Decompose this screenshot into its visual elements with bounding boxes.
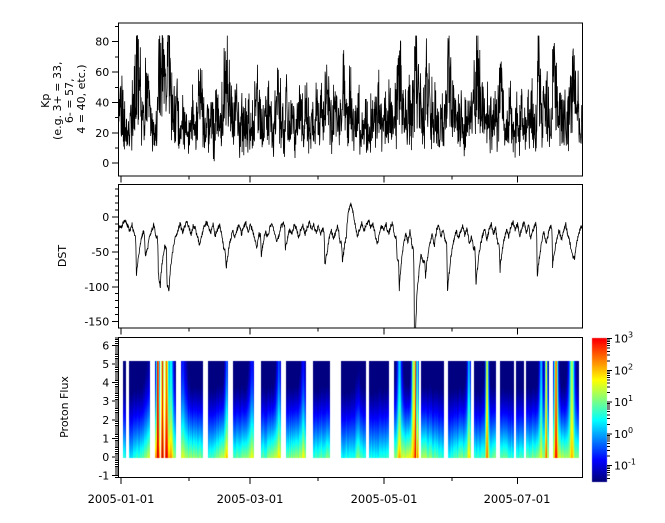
x-tick-label-may: 2005-05-01 — [351, 492, 418, 506]
y-tick-label: 40 — [95, 96, 109, 109]
colorbar-tick-text: 10 — [614, 396, 628, 409]
colorbar-tick-text: -1 — [628, 458, 636, 467]
kp-ylabel-line-3: 6- = 57, — [63, 78, 76, 123]
colorbar-tick-label: 101 — [614, 394, 633, 409]
colorbar-tick-text: 1 — [628, 394, 633, 403]
kp-ylabel-line-1: Kp — [39, 94, 52, 108]
colorbar-tick-text: 10 — [614, 460, 628, 473]
y-tick-label: 0 — [102, 451, 109, 464]
y-tick-label: 2 — [102, 414, 109, 427]
colorbar-tick-label: 10-1 — [614, 458, 636, 473]
y-tick-label: 1 — [102, 432, 109, 445]
y-tick-label: 80 — [95, 36, 109, 49]
x-tick-label-jul: 2005-07-01 — [484, 492, 551, 506]
y-tick-label: -100 — [84, 281, 109, 294]
colorbar-tick-text: 2 — [628, 362, 633, 371]
y-tick-label: 5 — [102, 358, 109, 371]
colorbar-tick-text: 10 — [614, 333, 628, 346]
y-tick-label: 3 — [102, 395, 109, 408]
kp-ylabel-line-4: 4 = 40, etc.) — [75, 64, 88, 133]
y-tick-label: 0 — [102, 211, 109, 224]
dst-series-path — [118, 202, 583, 328]
colorbar-tick-label: 100 — [614, 426, 633, 441]
colorbar-tick-label: 103 — [614, 331, 633, 346]
y-tick-label: -1 — [98, 470, 109, 483]
y-tick-label: 4 — [102, 377, 109, 390]
y-tick-label: -150 — [84, 316, 109, 329]
generated-axes-and-series: 0204060800-50-100-150-101234561031021011… — [84, 22, 636, 484]
colorbar-tick-text: 10 — [614, 428, 628, 441]
colorbar-tick-text: 0 — [628, 426, 633, 435]
y-tick-label: 20 — [95, 127, 109, 140]
flux-ylabel: Proton Flux — [58, 376, 71, 438]
dst-panel-frame — [117, 183, 584, 329]
flux-panel-frame — [117, 337, 584, 478]
colorbar-tick-label: 102 — [614, 362, 633, 377]
y-tick-label: 0 — [102, 157, 109, 170]
x-tick-label-jan: 2005-01-01 — [88, 492, 155, 506]
kp-ylabel: Kp (e.g. 3+ = 33, 6- = 57, 4 = 40, etc.) — [39, 58, 88, 140]
colorbar-tick-text: 10 — [614, 364, 628, 377]
x-tick-label-mar: 2005-03-01 — [217, 492, 284, 506]
kp-ylabel-line-2: (e.g. 3+ = 33, — [51, 62, 64, 140]
y-tick-label: -50 — [91, 246, 109, 259]
colorbar-tick-text: 3 — [628, 331, 633, 340]
y-tick-label: 6 — [102, 339, 109, 352]
y-tick-label: 60 — [95, 66, 109, 79]
kp-series-path — [118, 35, 583, 162]
dst-ylabel: DST — [56, 245, 69, 267]
